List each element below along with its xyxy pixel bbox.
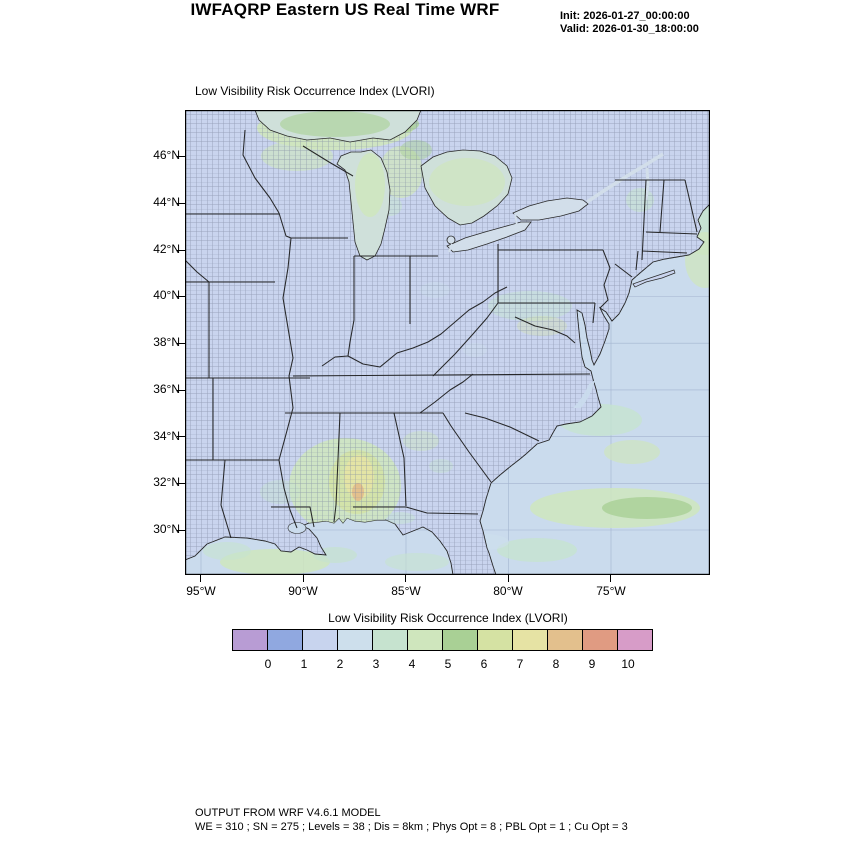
colorbar-swatch: [512, 629, 548, 651]
axis-tick: [405, 575, 407, 582]
colorbar-swatch: [267, 629, 303, 651]
lat-tick-label: 46°N: [153, 148, 180, 162]
colorbar: [232, 629, 653, 651]
axis-tick: [177, 483, 185, 485]
colorbar-tick-label: 5: [444, 657, 452, 671]
colorbar-swatch: [442, 629, 478, 651]
colorbar-swatch: [407, 629, 443, 651]
axis-tick: [177, 203, 185, 205]
rivers-and-bays: [287, 152, 676, 534]
colorbar-title: Low Visibility Risk Occurrence Index (LV…: [328, 611, 568, 625]
model-info: OUTPUT FROM WRF V4.6.1 MODEL WE = 310 ; …: [195, 806, 628, 834]
map: [185, 110, 710, 575]
colorbar-swatch: [547, 629, 583, 651]
lat-tick-label: 44°N: [153, 195, 180, 209]
colorbar-swatch: [477, 629, 513, 651]
colorbar-swatch: [337, 629, 373, 651]
lake-lvori-overlays: [280, 111, 505, 217]
colorbar-swatch: [617, 629, 653, 651]
page-title: IWFAQRP Eastern US Real Time WRF: [190, 0, 500, 19]
axis-tick: [177, 296, 185, 298]
axis-tick: [303, 575, 305, 582]
colorbar-tick-label: 0: [264, 657, 272, 671]
axis-tick: [177, 436, 185, 438]
colorbar-tick-label: 7: [516, 657, 524, 671]
axis-tick: [177, 530, 185, 532]
colorbar-swatch: [302, 629, 338, 651]
lon-tick-label: 75°W: [596, 584, 626, 598]
axis-tick: [200, 575, 202, 582]
axis-tick: [177, 343, 185, 345]
county-texture: [185, 110, 710, 575]
colorbar-swatch: [372, 629, 408, 651]
lake-ontario: [512, 197, 589, 221]
colorbar-tick-label: 2: [336, 657, 344, 671]
detroit-river: [448, 243, 453, 253]
axis-tick: [177, 250, 185, 252]
lat-tick-label: 34°N: [153, 429, 180, 443]
run-times: Init: 2026-01-27_00:00:00 Valid: 2026-01…: [560, 10, 699, 36]
niagara-river: [514, 212, 518, 227]
model-info-line1: OUTPUT FROM WRF V4.6.1 MODEL: [195, 807, 381, 819]
colorbar-tick-label: 10: [621, 657, 635, 671]
map-border: [185, 110, 710, 575]
init-time: Init: 2026-01-27_00:00:00: [560, 10, 690, 22]
colorbar-tick-label: 6: [480, 657, 488, 671]
lake-champlain: [644, 167, 650, 201]
lat-tick-label: 32°N: [153, 475, 180, 489]
map-title: Low Visibility Risk Occurrence Index (LV…: [195, 84, 435, 98]
axis-tick: [508, 575, 510, 582]
model-info-line2: WE = 310 ; SN = 275 ; Levels = 38 ; Dis …: [195, 821, 628, 833]
colorbar-swatch: [232, 629, 268, 651]
lat-tick-label: 40°N: [153, 288, 180, 302]
map-svg: [185, 110, 710, 575]
axis-tick: [177, 390, 185, 392]
colorbar-swatch: [582, 629, 618, 651]
colorbar-tick-label: 9: [588, 657, 596, 671]
valid-time: Valid: 2026-01-30_18:00:00: [560, 23, 699, 35]
lon-tick-label: 90°W: [288, 584, 318, 598]
colorbar-tick-label: 8: [552, 657, 560, 671]
lat-tick-label: 30°N: [153, 522, 180, 536]
lon-tick-label: 80°W: [493, 584, 523, 598]
lon-tick-label: 95°W: [186, 584, 216, 598]
pamlico-sound: [573, 380, 595, 408]
st-lawrence-river: [586, 152, 664, 204]
state-boundaries: [185, 129, 698, 539]
lon-tick-label: 85°W: [391, 584, 421, 598]
lat-tick-label: 42°N: [153, 242, 180, 256]
lake-erie: [446, 221, 532, 253]
axis-tick: [610, 575, 612, 582]
lat-tick-label: 38°N: [153, 335, 180, 349]
lake-st-clair: [446, 235, 456, 245]
colorbar-tick-label: 4: [408, 657, 416, 671]
long-island: [632, 269, 676, 288]
lat-tick-label: 36°N: [153, 382, 180, 396]
colorbar-tick-label: 1: [300, 657, 308, 671]
colorbar-tick-label: 3: [372, 657, 380, 671]
axis-tick: [177, 156, 185, 158]
